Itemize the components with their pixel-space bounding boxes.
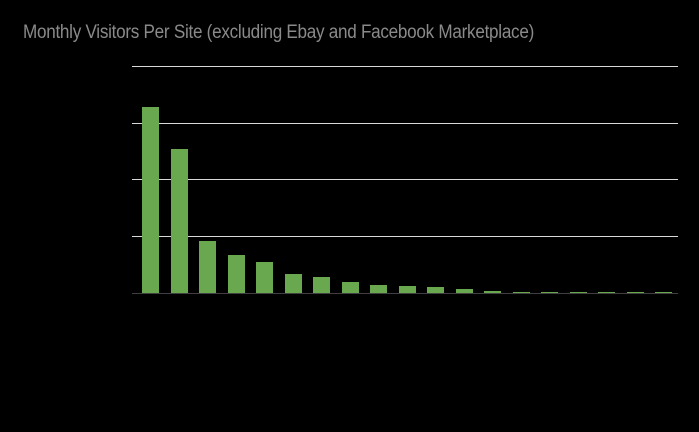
bar-14 xyxy=(512,291,530,293)
bar-18 xyxy=(626,292,644,293)
bar-6 xyxy=(284,273,302,293)
bar-19 xyxy=(655,292,673,293)
gridline xyxy=(132,235,678,237)
x-axis-line xyxy=(132,293,678,294)
bar-9 xyxy=(370,285,388,293)
chart-title: Monthly Visitors Per Site (excluding Eba… xyxy=(23,22,535,43)
bar-13 xyxy=(484,290,502,293)
bar-15 xyxy=(541,291,559,293)
bar-17 xyxy=(598,292,616,293)
bar-4 xyxy=(227,255,245,293)
gridline xyxy=(132,122,678,124)
bar-10 xyxy=(398,286,416,293)
bar-12 xyxy=(455,289,473,293)
bar-11 xyxy=(427,286,445,293)
bar-1 xyxy=(142,107,159,293)
plot-area xyxy=(132,66,678,294)
bar-7 xyxy=(313,277,331,293)
gridline xyxy=(132,66,678,67)
bar-16 xyxy=(569,292,587,293)
bar-2 xyxy=(170,148,188,293)
bar-5 xyxy=(256,261,274,293)
bar-3 xyxy=(199,241,217,293)
bar-8 xyxy=(341,282,359,293)
gridline xyxy=(132,179,678,180)
